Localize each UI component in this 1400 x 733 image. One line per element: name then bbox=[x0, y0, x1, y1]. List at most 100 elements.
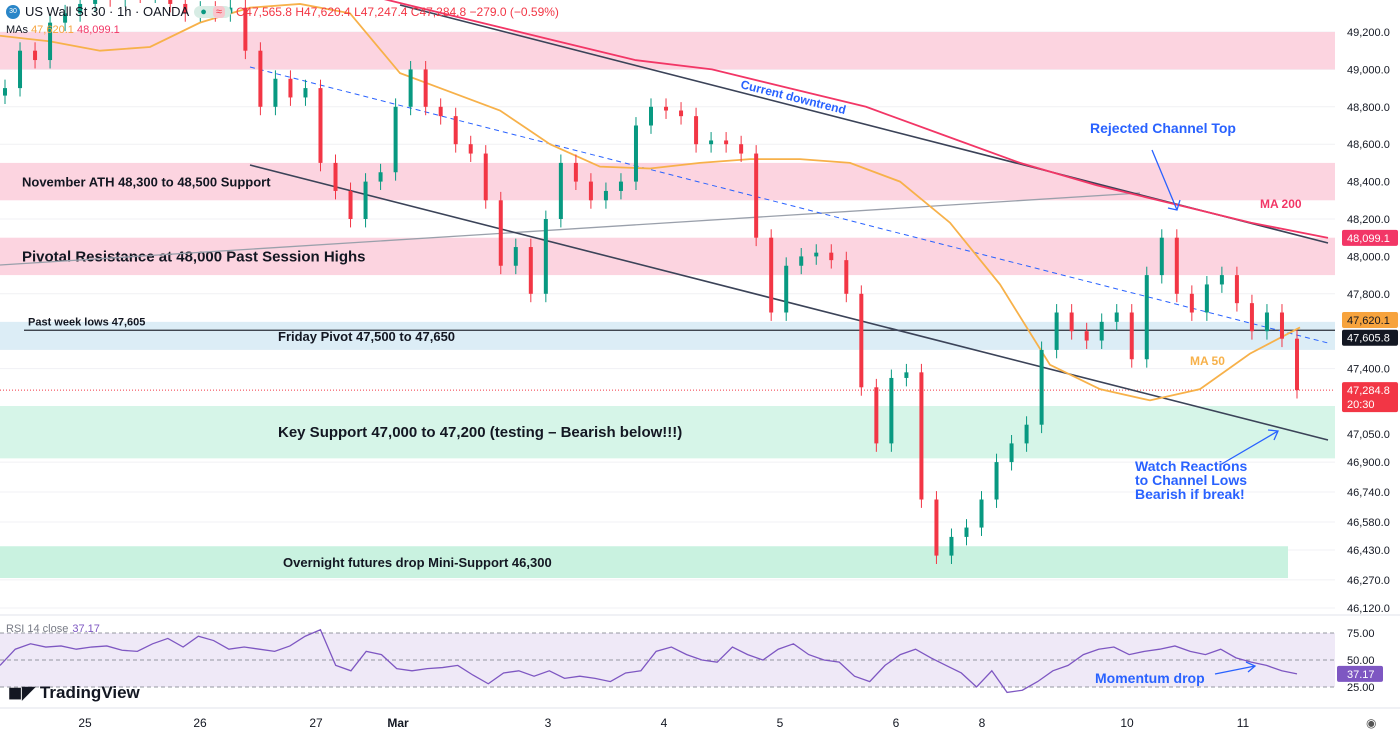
candle-body bbox=[603, 190, 608, 201]
time-tick-label: 6 bbox=[893, 716, 900, 730]
candle-body bbox=[1114, 312, 1119, 322]
candle-body bbox=[679, 110, 684, 117]
price-tick-label: 48,200.0 bbox=[1347, 214, 1390, 226]
candle-body bbox=[1204, 284, 1209, 313]
candle-body bbox=[1129, 312, 1134, 360]
price-tick-label: 46,430.0 bbox=[1347, 545, 1390, 557]
zone-band bbox=[0, 406, 1335, 459]
candle-body bbox=[468, 144, 473, 154]
eye-settings-icon[interactable]: ◉ bbox=[1366, 716, 1377, 730]
chart-legend: 30 US Wall St 30 · 1h · OANDA ● ≈ O47,565… bbox=[6, 4, 559, 19]
candle-body bbox=[829, 252, 834, 261]
rsi-line bbox=[0, 628, 1298, 694]
candle-body bbox=[1054, 312, 1059, 350]
trendline-gray bbox=[0, 192, 1141, 266]
candle-body bbox=[618, 181, 623, 191]
candle-body bbox=[1069, 312, 1074, 332]
zone-label: Overnight futures drop Mini-Support 46,3… bbox=[283, 555, 552, 570]
candle-body bbox=[1264, 312, 1269, 332]
candle-body bbox=[258, 50, 263, 107]
candle-body bbox=[498, 200, 503, 266]
rsi-tick-label: 75.00 bbox=[1347, 628, 1375, 640]
price-tick-label: 47,400.0 bbox=[1347, 364, 1390, 376]
channel-bottom-line bbox=[249, 164, 1329, 441]
downtrend-label: Current downtrend bbox=[739, 77, 847, 117]
price-tick-label: 46,740.0 bbox=[1347, 487, 1390, 499]
candle-body bbox=[1024, 424, 1029, 444]
ma-legend[interactable]: MAs 47,620.1 48,099.1 bbox=[6, 24, 120, 36]
last-price-tag: 47,284.8 bbox=[1347, 385, 1390, 397]
candle-body bbox=[949, 536, 954, 556]
zone-label: Key Support 47,000 to 47,200 (testing – … bbox=[278, 424, 682, 441]
candle-body bbox=[904, 372, 909, 378]
candle-body bbox=[423, 69, 428, 107]
candle-body bbox=[63, 13, 68, 23]
candle-body bbox=[48, 22, 53, 61]
candle-body bbox=[348, 190, 353, 219]
rsi-tick-label: 25.00 bbox=[1347, 682, 1375, 694]
price-tick-label: 46,120.0 bbox=[1347, 603, 1390, 615]
candle-body bbox=[558, 162, 563, 219]
time-tick-label: 26 bbox=[193, 716, 207, 730]
price-tick-label: 46,270.0 bbox=[1347, 575, 1390, 587]
candle-body bbox=[333, 162, 338, 191]
price-tick-label: 46,900.0 bbox=[1347, 457, 1390, 469]
tradingview-logo: ◼◤ TradingView bbox=[8, 683, 140, 702]
price-tick-label: 49,000.0 bbox=[1347, 64, 1390, 76]
candle-body bbox=[1189, 293, 1194, 313]
price-tick-label: 49,200.0 bbox=[1347, 27, 1390, 39]
candle-body bbox=[588, 181, 593, 201]
candle-body bbox=[979, 499, 984, 528]
time-tick-label: 5 bbox=[777, 716, 784, 730]
pivot-price-tag-bg bbox=[1342, 329, 1398, 346]
market-status-pill[interactable]: ● ≈ bbox=[194, 5, 231, 18]
tv-logo-icon: ◼◤ bbox=[8, 683, 40, 702]
rsi-legend[interactable]: RSI 14 close 37.17 bbox=[6, 623, 100, 635]
candle-body bbox=[1249, 303, 1254, 332]
candle-body bbox=[363, 181, 368, 219]
candle-body bbox=[483, 153, 488, 201]
candle-body bbox=[814, 252, 819, 257]
candle-body bbox=[93, 0, 98, 4]
candle-body bbox=[1144, 275, 1149, 360]
candle-body bbox=[573, 162, 578, 182]
candle-body bbox=[1234, 275, 1239, 304]
symbol-title[interactable]: US Wall St 30 · 1h · OANDA bbox=[25, 4, 190, 19]
zone-label: Pivotal Resistance at 48,000 Past Sessio… bbox=[22, 248, 366, 265]
candle-body bbox=[934, 499, 939, 556]
candle-body bbox=[528, 247, 533, 294]
watch-reactions-label: to Channel Lows bbox=[1135, 472, 1247, 488]
candle-body bbox=[1009, 443, 1014, 463]
candle-body bbox=[78, 3, 83, 14]
time-tick-label: 10 bbox=[1120, 716, 1134, 730]
arrow-icon bbox=[1214, 661, 1257, 675]
candle-body bbox=[844, 260, 849, 294]
candle-body bbox=[288, 78, 293, 98]
rsi-value-tag-bg bbox=[1337, 665, 1383, 682]
zone-band bbox=[0, 321, 1335, 350]
ohlc-values: O47,565.8 H47,620.4 L47,247.4 C47,284.8 … bbox=[235, 4, 559, 19]
candle-body bbox=[859, 293, 864, 388]
candle-body bbox=[739, 144, 744, 154]
candle-body bbox=[303, 88, 308, 98]
candle-body bbox=[408, 69, 413, 107]
ma50-price-tag: 47,620.1 bbox=[1347, 315, 1390, 327]
candle-body bbox=[1295, 338, 1299, 391]
channel-mid-line bbox=[249, 66, 1329, 344]
candle-body bbox=[769, 237, 774, 313]
countdown-label: 20:30 bbox=[1347, 399, 1375, 411]
candle-body bbox=[1084, 331, 1089, 341]
candle-body bbox=[724, 140, 729, 145]
candle-body bbox=[393, 106, 398, 173]
candle-body bbox=[709, 140, 714, 145]
momentum-drop-label: Momentum drop bbox=[1095, 670, 1205, 686]
ma50-label: MA 50 bbox=[1190, 354, 1225, 368]
time-tick-label: 27 bbox=[309, 716, 323, 730]
pivot-price-tag: 47,605.8 bbox=[1347, 333, 1390, 345]
ma50-price-tag-bg bbox=[1342, 311, 1398, 328]
ma200-label: MA 200 bbox=[1260, 197, 1302, 211]
candle-body bbox=[1174, 237, 1179, 294]
candle-body bbox=[3, 88, 7, 96]
ma200-price-tag: 48,099.1 bbox=[1347, 233, 1390, 245]
